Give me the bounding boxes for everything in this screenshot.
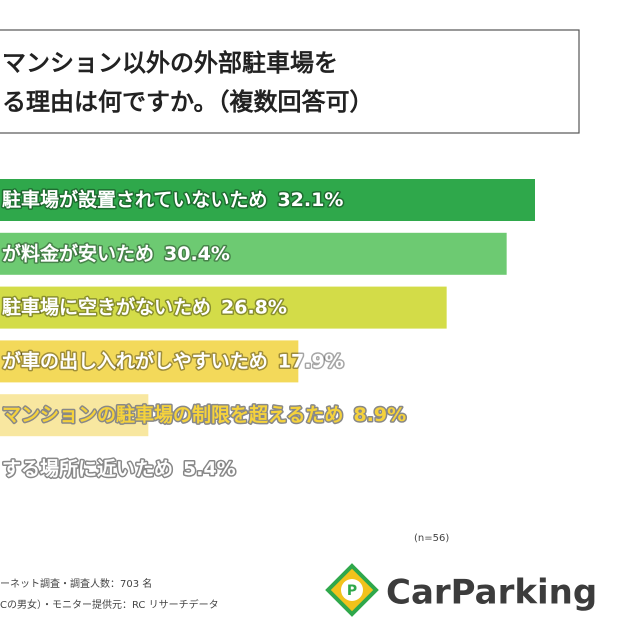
bar	[0, 340, 299, 383]
bar-label: 駐車場が設置されていないため 32.1%	[2, 188, 343, 211]
value-label: 26.8%	[221, 296, 287, 318]
value-label: 17.9%	[278, 350, 344, 372]
chart-title: る理由は何ですか。（複数回答可）	[2, 88, 374, 116]
value-label: 8.9%	[353, 404, 406, 426]
bars: 駐車場が設置されていないため 32.1% が料金が安いため 30.4% 駐車場に空きがな…	[0, 179, 535, 490]
footnote: ーネット調査・調査人数：703 名	[0, 577, 152, 590]
logo: P CarParking	[325, 563, 597, 617]
category-label: 駐車場に空きがないため	[2, 295, 211, 318]
logo-icon	[341, 579, 363, 601]
logo-text: CarParking	[386, 573, 597, 613]
category-label: 駐車場が設置されていないため	[2, 188, 267, 211]
bar-label: する場所に近いため 5.4%	[2, 458, 236, 480]
category-label: が車の出し入れがしやすいため	[2, 349, 268, 372]
title-box	[0, 29, 580, 134]
category-label: マンションの駐車場の制限を超えるため	[2, 403, 343, 426]
bar	[0, 286, 447, 329]
bar-label: が料金が安いため 30.4%	[2, 241, 230, 264]
bar-label: 駐車場に空きがないため 26.8%	[2, 295, 287, 318]
footnote: Cの男女）・モニター提供元：RC リサーチデータ	[0, 598, 219, 611]
category-label: する場所に近いため	[2, 458, 173, 480]
bar	[0, 179, 535, 221]
category-label: が料金が安いため	[2, 241, 154, 264]
chart-title: マンション以外の外部駐車場を	[2, 49, 338, 77]
sample-note: (n=56)	[414, 533, 449, 544]
bar-label: マンションの駐車場の制限を超えるため 8.9%	[2, 403, 406, 426]
logo-icon: P	[347, 583, 357, 599]
bar	[0, 448, 90, 490]
bar-label: が車の出し入れがしやすいため 17.9%	[2, 349, 344, 372]
value-label: 30.4%	[164, 242, 230, 264]
bar	[0, 394, 149, 437]
value-label: 5.4%	[183, 458, 236, 480]
bar	[0, 232, 507, 275]
value-label: 32.1%	[277, 189, 343, 211]
